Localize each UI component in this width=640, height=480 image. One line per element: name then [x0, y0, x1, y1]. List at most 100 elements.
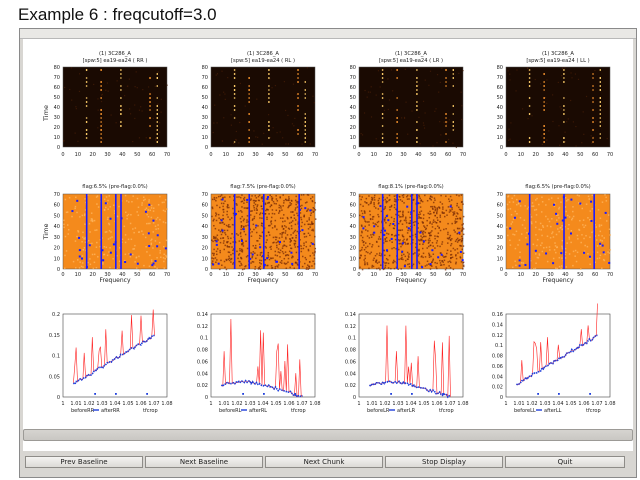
x-tick-label: 40	[415, 152, 421, 158]
image-speckle	[130, 238, 133, 241]
image-speckle	[590, 135, 592, 137]
rfi-channel	[85, 77, 88, 79]
image-speckle	[373, 194, 376, 197]
image-speckle	[451, 208, 453, 211]
x-tick-label: 70	[460, 272, 466, 278]
image-speckle	[277, 251, 280, 253]
image-speckle	[385, 201, 388, 204]
image-speckle	[407, 258, 409, 260]
image-speckle	[306, 264, 309, 266]
image-speckle	[462, 69, 464, 72]
image-speckle	[460, 261, 463, 263]
rfi-channel	[100, 97, 102, 99]
image-speckle	[524, 205, 526, 207]
image-speckle	[243, 202, 245, 204]
image-speckle	[225, 259, 228, 262]
x-tick-label: 30	[252, 152, 258, 158]
image-speckle	[297, 221, 300, 223]
rfi-channel	[120, 85, 122, 87]
image-speckle	[224, 233, 227, 236]
rfi-channel	[248, 77, 250, 79]
image-speckle	[369, 91, 371, 93]
image-speckle	[312, 252, 314, 254]
image-speckle	[279, 233, 281, 235]
image-speckle	[541, 225, 544, 227]
next-chunk-button[interactable]: Next Chunk	[265, 456, 383, 468]
image-speckle	[546, 260, 549, 263]
prev-baseline-button[interactable]: Prev Baseline	[25, 456, 143, 468]
image-speckle	[84, 238, 87, 240]
image-speckle	[434, 206, 436, 209]
image-speckle	[162, 221, 165, 223]
rfi-channel	[149, 77, 151, 79]
image-speckle	[274, 254, 277, 256]
image-speckle	[309, 234, 311, 237]
image-speckle	[461, 237, 463, 240]
image-speckle	[443, 263, 445, 266]
image-speckle	[116, 215, 119, 217]
rfi-channel	[233, 77, 236, 79]
rfi-channel	[528, 97, 531, 99]
flagged-point	[560, 252, 563, 255]
image-speckle	[402, 215, 404, 218]
image-speckle	[377, 213, 379, 216]
image-speckle	[281, 226, 284, 228]
image-speckle	[222, 221, 224, 224]
image-speckle	[284, 230, 287, 232]
image-speckle	[141, 230, 143, 232]
image-speckle	[443, 212, 445, 214]
rfi-channel	[452, 121, 454, 123]
image-speckle	[135, 267, 138, 269]
x-tick-label: 10	[223, 272, 229, 278]
image-speckle	[589, 210, 592, 212]
image-speckle	[291, 256, 293, 259]
image-speckle	[446, 237, 449, 240]
image-speckle	[449, 261, 452, 264]
image-speckle	[142, 89, 144, 91]
rfi-channel	[233, 109, 236, 111]
image-speckle	[241, 194, 243, 196]
waterfall-plot-3: (1) 3C286_A[spw:5] ea19-ea24 ( LR )01020…	[350, 51, 467, 158]
image-speckle	[409, 235, 412, 238]
next-baseline-button[interactable]: Next Baseline	[145, 456, 263, 468]
image-speckle	[429, 221, 432, 223]
image-speckle	[458, 239, 460, 242]
image-speckle	[243, 196, 246, 199]
image-speckle	[561, 257, 563, 259]
image-speckle	[425, 227, 428, 230]
image-speckle	[270, 257, 273, 260]
legend-tfcrop: tfcrop	[143, 408, 158, 414]
image-speckle	[600, 224, 603, 227]
image-speckle	[218, 229, 220, 231]
image-speckle	[150, 216, 153, 219]
image-speckle	[245, 256, 248, 258]
image-speckle	[227, 237, 230, 240]
image-speckle	[236, 250, 238, 253]
image-speckle	[434, 247, 436, 249]
image-speckle	[240, 226, 243, 228]
image-speckle	[240, 200, 243, 203]
y-tick-label: 20	[497, 246, 503, 252]
image-speckle	[299, 239, 301, 241]
image-speckle	[409, 220, 412, 222]
x-tick-label: 40	[562, 272, 568, 278]
image-speckle	[458, 233, 461, 235]
image-speckle	[279, 217, 282, 219]
image-speckle	[545, 215, 547, 218]
flagged-channel	[233, 194, 236, 269]
image-speckle	[231, 246, 233, 248]
rfi-channel	[100, 133, 102, 135]
image-speckle	[308, 217, 311, 219]
quit-button[interactable]: Quit	[505, 456, 625, 468]
y-tick-label: 50	[497, 213, 503, 219]
y-tick-label: 0	[205, 395, 208, 401]
window-titlebar[interactable]	[20, 29, 636, 39]
image-speckle	[509, 79, 511, 81]
stop-display-button[interactable]: Stop Display	[385, 456, 503, 468]
y-tick-label: 0	[205, 267, 208, 273]
image-speckle	[63, 219, 65, 222]
x-axis-label: Frequency	[248, 277, 279, 284]
x-axis-label: Frequency	[100, 277, 131, 284]
image-speckle	[151, 260, 153, 263]
image-speckle	[387, 262, 390, 265]
